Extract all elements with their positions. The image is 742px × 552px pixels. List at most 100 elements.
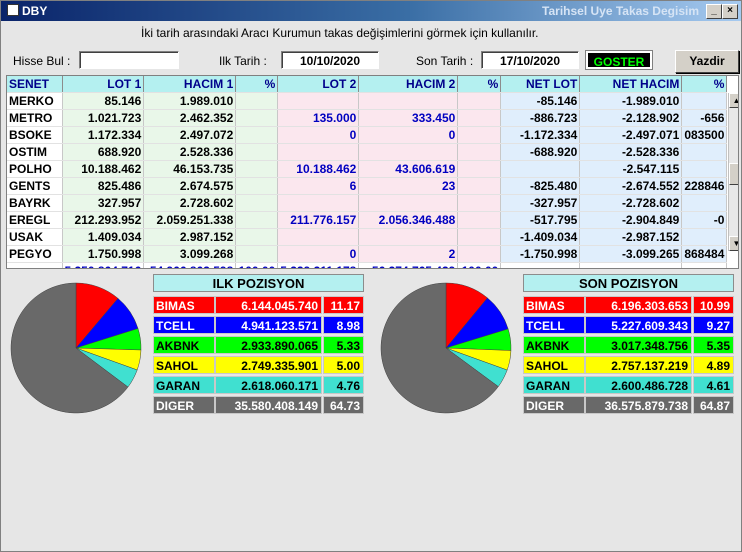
grid-header-cell[interactable]: NET LOT	[500, 76, 581, 93]
app-label: DBY	[7, 4, 47, 18]
table-cell: -656	[681, 109, 728, 127]
table-cell	[500, 160, 581, 178]
table-cell: 0	[277, 126, 360, 144]
grid-header-cell[interactable]: HACIM 1	[143, 76, 237, 93]
table-cell	[277, 228, 360, 246]
table-cell	[235, 92, 279, 110]
grid-header-cell[interactable]: %	[235, 76, 279, 93]
totals-cell: 5.250.864.716	[62, 262, 145, 268]
table-cell	[235, 245, 279, 263]
app-icon	[7, 4, 19, 16]
table-row[interactable]: EREGL 212.293.952 2.059.251.338 211.776.157…	[7, 211, 728, 229]
table-cell	[358, 143, 459, 161]
son-tarih-input[interactable]: 17/10/2020	[481, 51, 579, 69]
grid-vertical-scrollbar[interactable]: ▲ ▼	[728, 93, 738, 251]
table-cell: 2.462.352	[143, 109, 237, 127]
table-cell	[235, 211, 279, 229]
table-cell: GENTS	[7, 177, 63, 195]
table-cell	[457, 92, 502, 110]
table-row[interactable]: METRO 1.021.723 2.462.352 135.000 333.450 -88…	[7, 109, 728, 127]
pozisyon-percent: 4.61	[693, 376, 734, 394]
table-cell	[681, 194, 728, 212]
pozisyon-value: 6.196.303.653	[585, 296, 692, 314]
pozisyon-row: DIGER 36.575.879.738 64.87	[523, 396, 734, 414]
table-cell	[235, 194, 279, 212]
table-cell: 10.188.462	[62, 160, 145, 178]
pozisyon-code: BIMAS	[523, 296, 585, 314]
table-cell: METRO	[7, 109, 63, 127]
table-cell: -85.146	[500, 92, 581, 110]
table-cell	[457, 143, 502, 161]
table-cell: -1.409.034	[500, 228, 581, 246]
pie-slice-diger	[380, 282, 499, 414]
table-row[interactable]: OSTIM 688.920 2.528.336 -688.920 -2.528.336	[7, 143, 728, 161]
pozisyon-value: 6.144.045.740	[215, 296, 322, 314]
title-bar[interactable]: DBY Tarihsel Uye Takas Degisim _ ×	[1, 1, 741, 21]
pozisyon-percent: 64.73	[323, 396, 364, 414]
table-row[interactable]: POLHO 10.188.462 46.153.735 10.188.462 43.60…	[7, 160, 728, 178]
table-cell: 2.674.575	[143, 177, 237, 195]
table-cell: -1.989.010	[579, 92, 683, 110]
table-row[interactable]: USAK 1.409.034 2.987.152 -1.409.034 -2.987.1…	[7, 228, 728, 246]
pozisyon-percent: 64.87	[693, 396, 734, 414]
table-row[interactable]: BSOKE 1.172.334 2.497.072 0 0 -1.172.334 -2.49…	[7, 126, 728, 144]
grid-header-cell[interactable]: HACIM 2	[358, 76, 459, 93]
pozisyon-row: BIMAS 6.144.045.740 11.17	[153, 296, 364, 314]
table-row[interactable]: PEGYO 1.750.998 3.099.268 0 2 -1.750.998 -3.09…	[7, 245, 728, 263]
table-cell: -2.904.849	[579, 211, 683, 229]
table-row[interactable]: BAYRK 327.957 2.728.602 -327.957 -2.728.602	[7, 194, 728, 212]
table-row[interactable]: GENTS 825.486 2.674.575 6 23 -825.480 -2.674.5…	[7, 177, 728, 195]
pozisyon-row: AKBNK 2.933.890.065 5.33	[153, 336, 364, 354]
grid-header-cell[interactable]: NET HACIM	[579, 76, 683, 93]
scroll-up-arrow-icon[interactable]: ▲	[729, 93, 738, 108]
pozisyon-row: TCELL 4.941.123.571 8.98	[153, 316, 364, 334]
takas-grid[interactable]: SENET LOT 1 HACIM 1% LOT 2 HACIM 2% NET LOT NE…	[6, 75, 739, 269]
son-tarih-label: Son Tarih :	[416, 54, 474, 68]
table-cell	[681, 92, 728, 110]
scroll-down-arrow-icon[interactable]: ▼	[729, 236, 738, 251]
table-cell: -0	[681, 211, 728, 229]
totals-cell: 56.374.765.439	[358, 262, 459, 268]
hisse-search-input[interactable]	[79, 51, 179, 69]
pozisyon-value: 35.580.408.149	[215, 396, 322, 414]
totals-cell	[7, 262, 63, 268]
pozisyon-code: GARAN	[153, 376, 215, 394]
goster-button[interactable]: GOSTER	[585, 50, 653, 70]
table-cell: 1.021.723	[62, 109, 145, 127]
grid-header-cell[interactable]: LOT 2	[277, 76, 360, 93]
table-cell: -886.723	[500, 109, 581, 127]
grid-header-cell[interactable]: %	[681, 76, 728, 93]
pozisyon-value: 2.757.137.219	[585, 356, 692, 374]
grid-header-cell[interactable]: LOT 1	[62, 76, 145, 93]
table-cell: -327.957	[500, 194, 581, 212]
grid-header-cell[interactable]: %	[457, 76, 502, 93]
table-cell: MERKO	[7, 92, 63, 110]
grid-header-cell[interactable]: SENET	[7, 76, 63, 93]
table-cell	[235, 126, 279, 144]
table-cell	[457, 228, 502, 246]
son-pozisyon-pie-chart	[380, 282, 512, 414]
table-cell	[457, 109, 502, 127]
hisse-label: Hisse Bul :	[13, 54, 71, 68]
scroll-thumb[interactable]	[729, 163, 738, 185]
ilk-pozisyon-title: ILK POZISYON	[153, 274, 364, 292]
table-cell: 327.957	[62, 194, 145, 212]
table-cell	[235, 177, 279, 195]
table-cell: USAK	[7, 228, 63, 246]
table-cell	[681, 160, 728, 178]
table-cell: 1.989.010	[143, 92, 237, 110]
pozisyon-code: AKBNK	[523, 336, 585, 354]
yazdir-button[interactable]: Yazdir	[675, 50, 739, 73]
table-cell: 2.987.152	[143, 228, 237, 246]
ilk-tarih-input[interactable]: 10/10/2020	[281, 51, 379, 69]
close-button[interactable]: ×	[722, 4, 738, 19]
table-cell: -1.172.334	[500, 126, 581, 144]
table-cell	[457, 160, 502, 178]
table-cell: BSOKE	[7, 126, 63, 144]
minimize-button[interactable]: _	[706, 4, 722, 19]
table-row[interactable]: MERKO 85.146 1.989.010 -85.146 -1.989.010	[7, 92, 728, 110]
window-title: Tarihsel Uye Takas Degisim	[542, 4, 699, 18]
pozisyon-percent: 4.89	[693, 356, 734, 374]
table-cell	[358, 228, 459, 246]
